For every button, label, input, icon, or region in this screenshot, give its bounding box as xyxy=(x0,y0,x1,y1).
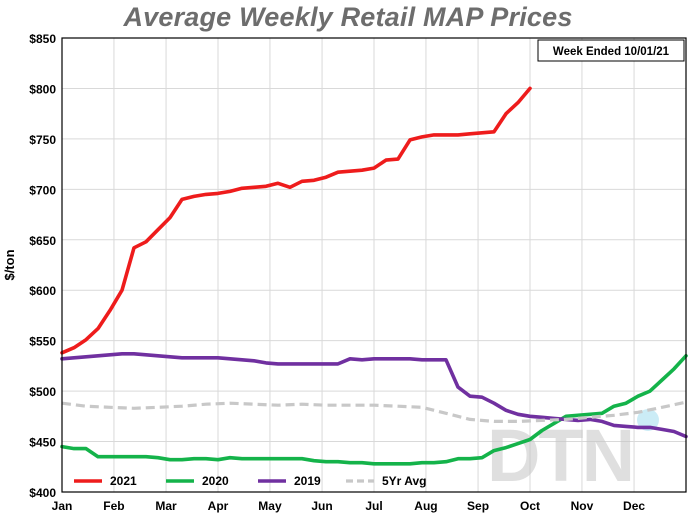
y-tick-label: $600 xyxy=(29,284,56,298)
series-line-5yr-avg xyxy=(61,400,687,423)
y-axis: $400 $450 $500 $550 $600 $650 $700 $750 $800 $850… xyxy=(2,32,56,500)
y-axis-label: $/ton xyxy=(2,249,17,280)
y-tick-label: $650 xyxy=(29,234,56,248)
x-tick-label: May xyxy=(258,499,282,513)
dtn-logo: DTN xyxy=(487,414,633,497)
x-tick-label: Apr xyxy=(208,499,229,513)
series-lines xyxy=(60,86,688,466)
series-line-2020 xyxy=(60,353,688,466)
annotation-text: Week Ended 10/01/21 xyxy=(553,46,670,58)
legend-label: 2021 xyxy=(110,474,137,488)
y-tick-label: $750 xyxy=(29,133,56,147)
annotation-box xyxy=(537,39,685,62)
y-tick-label: $800 xyxy=(29,82,56,96)
chart-title: Average Weekly Retail MAP Prices xyxy=(123,2,573,32)
x-tick-label: Aug xyxy=(414,499,437,513)
series-line-2019 xyxy=(60,351,688,439)
y-tick-label: $500 xyxy=(29,385,56,399)
x-tick-label: Jul xyxy=(365,499,382,513)
x-tick-label: Oct xyxy=(520,499,540,513)
y-tick-label: $850 xyxy=(29,32,56,46)
legend-label: 5Yr Avg xyxy=(382,474,426,488)
y-tick-label: $450 xyxy=(29,436,56,450)
watermark: DTN xyxy=(487,409,659,497)
x-tick-label: Feb xyxy=(103,499,124,513)
x-axis: Jan Feb Mar Apr May Jun Jul Aug Sep Oct Nov Dec xyxy=(52,499,646,513)
x-tick-label: Jan xyxy=(52,499,73,513)
y-tick-label: $550 xyxy=(29,335,56,349)
plot-border xyxy=(61,37,687,493)
series-line-2021 xyxy=(60,86,532,355)
x-tick-label: Sep xyxy=(467,499,489,513)
annotation: Week Ended 10/01/21 xyxy=(537,39,685,62)
x-tick-label: Nov xyxy=(571,499,594,513)
x-tick-label: Jun xyxy=(311,499,332,513)
x-tick-label: Mar xyxy=(155,499,177,513)
legend-label: 2019 xyxy=(294,474,321,488)
legend-label: 2020 xyxy=(202,474,229,488)
y-tick-label: $700 xyxy=(29,183,56,197)
legend: 2021 2020 2019 5Yr Avg xyxy=(74,474,426,488)
x-tick-label: Dec xyxy=(623,499,645,513)
plot-frame xyxy=(61,37,687,493)
y-tick-label: $400 xyxy=(29,486,56,500)
dtn-logo-dot xyxy=(637,409,659,431)
